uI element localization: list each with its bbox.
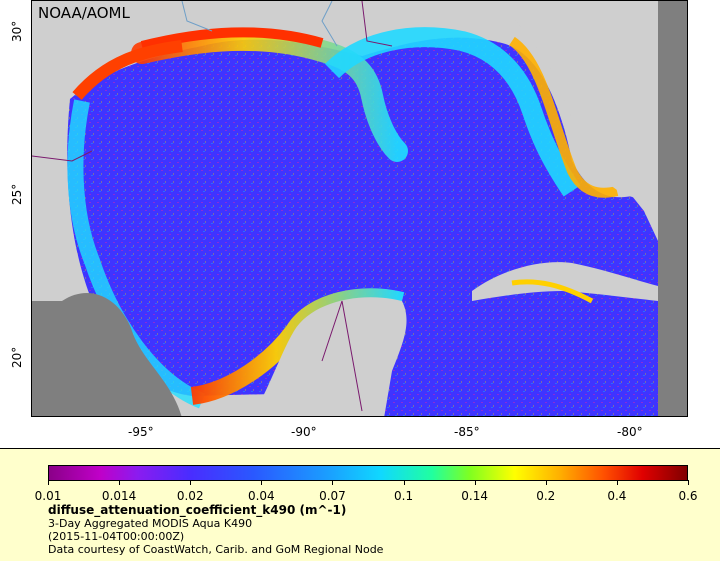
lon-tick-95: -95° (128, 425, 154, 439)
lon-tick-85: -85° (454, 425, 480, 439)
variable-title: diffuse_attenuation_coefficient_k490 (m^… (48, 503, 347, 517)
legend-panel: 0.01 0.014 0.02 0.04 0.07 0.1 0.14 0.2 0.4 0.6 di… (0, 448, 720, 561)
north-coast-red (140, 27, 324, 51)
mexico-border (321, 300, 363, 412)
colorbar-tick-label: 0.014 (101, 489, 137, 503)
river-1 (181, 1, 213, 32)
colorbar-tick-mark (474, 480, 476, 485)
map-area: NOAA/AOML (31, 0, 688, 417)
colorbar-tick-label: 0.4 (607, 489, 627, 503)
yucatan-land (253, 297, 407, 416)
colorbar-tick-label: 0.14 (461, 489, 489, 503)
lon-tick-80: -80° (617, 425, 643, 439)
colorbar (48, 465, 688, 481)
caribbean-water (387, 291, 659, 416)
colorbar-tick-label: 0.04 (247, 489, 275, 503)
state-border-2 (361, 1, 393, 47)
loop-current-ring (324, 27, 581, 197)
colorbar-tick-mark (190, 480, 192, 485)
source-credit: Data courtesy of CoastWatch, Carib. and … (48, 543, 384, 556)
colorbar-tick-label: 0.6 (678, 489, 698, 503)
lat-tick-25: 25° (10, 183, 24, 205)
colorbar-tick-label: 0.2 (536, 489, 556, 503)
time-label: (2015-11-04T00:00:00Z) (48, 530, 185, 543)
colorbar-tick-label: 0.01 (34, 489, 62, 503)
colorbar-tick-mark (545, 480, 547, 485)
colorbar-tick-mark (119, 480, 121, 485)
colorbar-tick-mark (48, 480, 49, 485)
mexico-nodata (32, 292, 182, 416)
east-nodata-strip (658, 1, 687, 416)
lon-tick-90: -90° (291, 425, 317, 439)
colorbar-tick-label: 0.02 (176, 489, 204, 503)
colorbar-tick-mark (403, 480, 405, 485)
cuba-land (472, 262, 658, 301)
lat-tick-30: 30° (10, 20, 24, 42)
florida-shelf (508, 36, 619, 198)
credit-label: NOAA/AOML (38, 4, 130, 22)
river-2 (321, 1, 338, 47)
colorbar-tick-mark (332, 480, 334, 485)
colorbar-tick-mark (261, 480, 263, 485)
west-shelf (67, 99, 206, 409)
colorbar-tick-label: 0.1 (394, 489, 414, 503)
state-border-1 (32, 150, 93, 162)
colorbar-tick-mark (688, 480, 689, 485)
florida-land (502, 1, 659, 201)
dataset-description: 3-Day Aggregated MODIS Aqua K490 (48, 517, 253, 530)
map-canvas (32, 1, 687, 416)
colorbar-tick-mark (616, 480, 618, 485)
lat-tick-20: 20° (10, 346, 24, 368)
colorbar-tick-label: 0.07 (319, 489, 346, 503)
cuba-shelf (511, 279, 594, 304)
west-coast-red (72, 40, 183, 100)
